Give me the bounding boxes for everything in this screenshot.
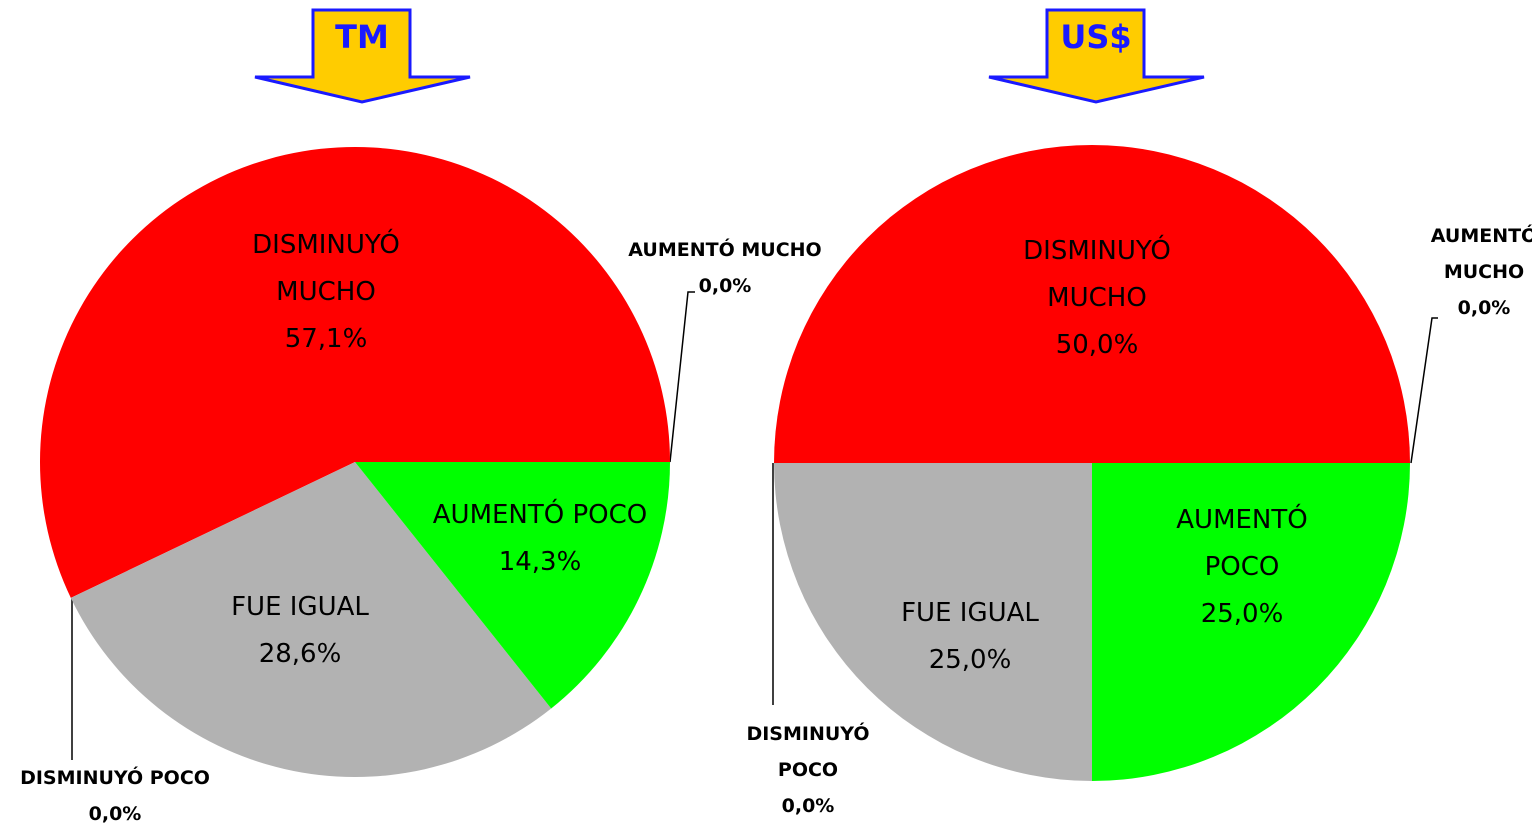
- slice-label: DISMINUYÓ MUCHO 57,1%: [216, 222, 436, 362]
- value-label: 50,0%: [1055, 329, 1139, 360]
- slice-label: AUMENTÓ MUCHO 0,0%: [605, 232, 845, 304]
- value-label: 25,0%: [1200, 598, 1284, 629]
- arrow-tm: [254, 8, 471, 104]
- slice-label: AUMENTÓ POCO 25,0%: [1142, 497, 1342, 637]
- category-label: DISMINUYÓ MUCHO: [252, 230, 400, 307]
- pie-slice: [774, 463, 1092, 781]
- slice-label: DISMINUYÓ POCO 0,0%: [733, 716, 883, 824]
- pie-slice: [40, 147, 671, 598]
- leader-line: [1410, 317, 1438, 464]
- category-label: DISMINUYÓ POCO: [20, 767, 210, 789]
- pie-slice: [774, 145, 1410, 463]
- value-label: 14,3%: [498, 546, 582, 577]
- category-label: AUMENTÓ POCO: [432, 500, 648, 530]
- pie-slice: [70, 462, 552, 777]
- value-label: 0,0%: [698, 275, 752, 298]
- value-label: 57,1%: [284, 323, 368, 354]
- pie-slice: [355, 462, 670, 709]
- slice-label: DISMINUYÓ MUCHO 50,0%: [997, 228, 1197, 368]
- arrow-usd: [988, 8, 1205, 104]
- chart-title: US$: [1060, 18, 1132, 56]
- value-label: 28,6%: [258, 638, 342, 669]
- slice-label: FUE IGUAL 28,6%: [175, 584, 425, 678]
- value-label: 0,0%: [88, 803, 142, 826]
- category-label: AUMENTÓ POCO: [1176, 505, 1308, 582]
- category-label: DISMINUYÓ MUCHO: [1023, 236, 1171, 313]
- value-label: 0,0%: [1457, 297, 1511, 320]
- slice-label: AUMENTÓ POCO 14,3%: [405, 492, 675, 586]
- category-label: AUMENTÓ MUCHO: [1430, 225, 1532, 284]
- slice-label: DISMINUYÓ POCO 0,0%: [0, 760, 245, 832]
- category-label: FUE IGUAL: [901, 598, 1039, 628]
- category-label: FUE IGUAL: [231, 592, 369, 622]
- arrow: [988, 8, 1205, 104]
- category-label: DISMINUYÓ POCO: [746, 723, 870, 782]
- pie-slice: [1092, 463, 1410, 781]
- category-label: AUMENTÓ MUCHO: [628, 239, 822, 261]
- leaders: [71, 291, 1438, 760]
- value-label: 0,0%: [781, 795, 835, 818]
- arrow: [254, 8, 471, 104]
- chart-title: TM: [335, 18, 389, 56]
- leader-line: [669, 291, 695, 463]
- slice-label: FUE IGUAL 25,0%: [870, 590, 1070, 684]
- slice-label: AUMENTÓ MUCHO 0,0%: [1424, 218, 1532, 326]
- value-label: 25,0%: [928, 644, 1012, 675]
